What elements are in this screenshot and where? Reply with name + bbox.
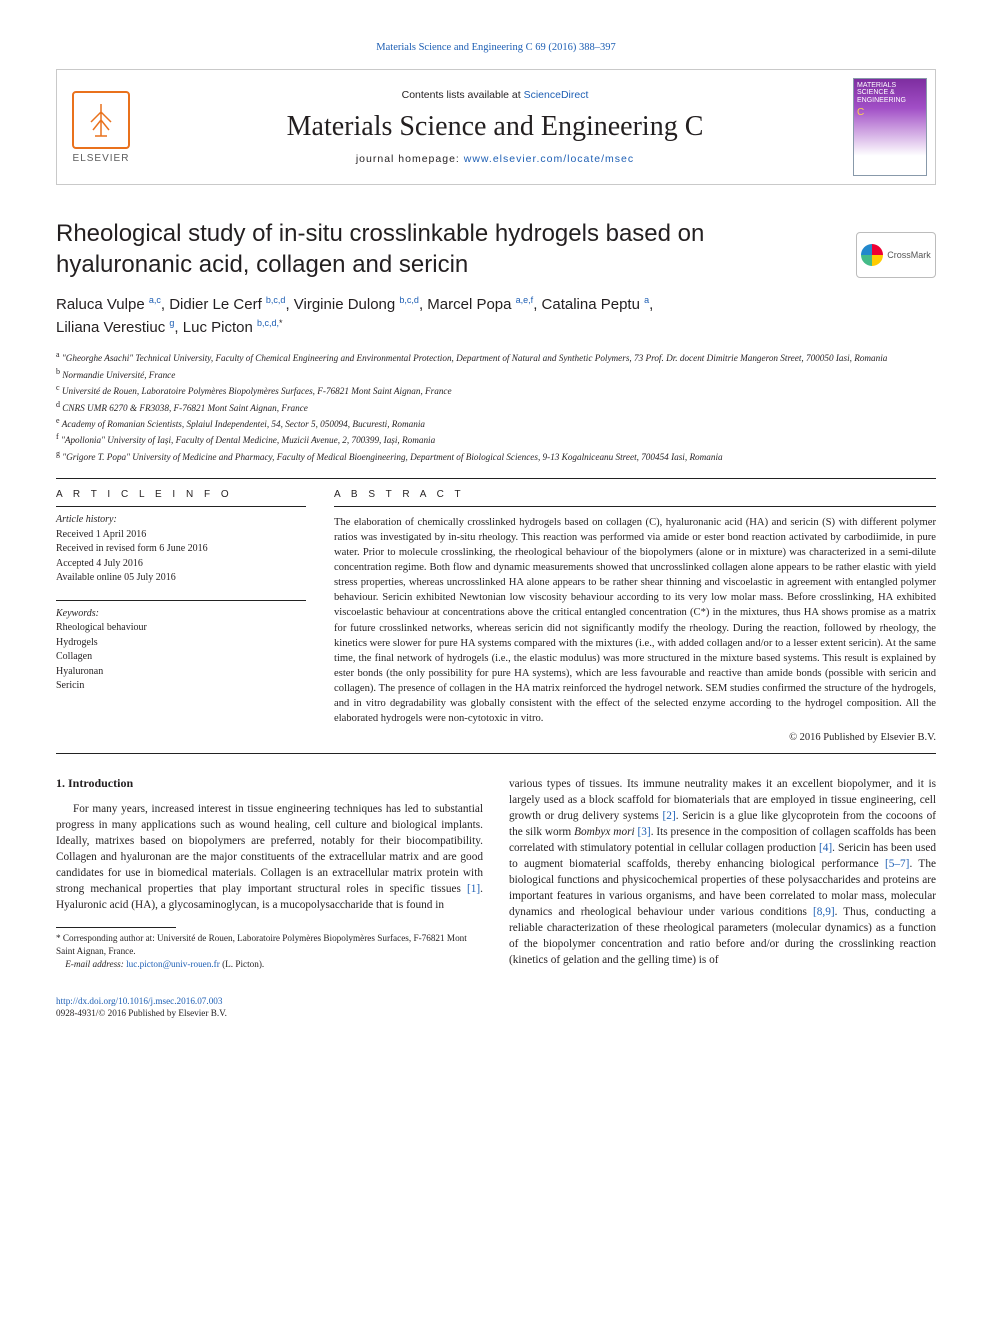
sciencedirect-link[interactable]: ScienceDirect xyxy=(524,89,589,101)
elsevier-tree-icon xyxy=(72,91,130,149)
citation-link[interactable]: [2] xyxy=(663,810,676,822)
citation-link[interactable]: [1] xyxy=(467,883,480,895)
doi-link[interactable]: http://dx.doi.org/10.1016/j.msec.2016.07… xyxy=(56,996,222,1006)
author: Liliana Verestiuc g xyxy=(56,319,174,336)
crossmark-icon xyxy=(861,244,883,266)
citation-link[interactable]: [4] xyxy=(819,842,832,854)
affiliations: a "Gheorghe Asachi" Technical University… xyxy=(56,349,936,464)
citation-link[interactable]: [5–7] xyxy=(885,858,909,870)
author-corresponding: Luc Picton b,c,d,* xyxy=(183,319,283,336)
crossmark-badge[interactable]: CrossMark xyxy=(856,232,936,278)
author: Virginie Dulong b,c,d xyxy=(294,296,419,313)
email-footnote: E-mail address: luc.picton@univ-rouen.fr… xyxy=(56,958,483,971)
journal-cover-thumb: MATERIALS SCIENCE & ENGINEERING C xyxy=(853,78,927,176)
article-title: Rheological study of in-situ crosslinkab… xyxy=(56,219,826,280)
author: Didier Le Cerf b,c,d xyxy=(169,296,285,313)
citation-link[interactable]: Materials Science and Engineering C 69 (… xyxy=(376,42,615,53)
journal-header: ELSEVIER Contents lists available at Sci… xyxy=(56,69,936,185)
section-1-heading: 1. Introduction xyxy=(56,776,483,791)
intro-paragraph-left: For many years, increased interest in ti… xyxy=(56,801,483,913)
publisher-logo: ELSEVIER xyxy=(65,79,137,175)
citation-link[interactable]: [3] xyxy=(638,826,651,838)
abstract-copyright: © 2016 Published by Elsevier B.V. xyxy=(334,732,936,743)
corresponding-email-link[interactable]: luc.picton@univ-rouen.fr xyxy=(126,959,220,969)
article-info-heading: A R T I C L E I N F O xyxy=(56,489,306,500)
doi-block: http://dx.doi.org/10.1016/j.msec.2016.07… xyxy=(56,995,936,1021)
citation-header: Materials Science and Engineering C 69 (… xyxy=(56,42,936,53)
homepage-link[interactable]: www.elsevier.com/locate/msec xyxy=(464,153,634,165)
publisher-name: ELSEVIER xyxy=(73,153,130,164)
intro-paragraph-right: various types of tissues. Its immune neu… xyxy=(509,776,936,968)
author-list: Raluca Vulpe a,c, Didier Le Cerf b,c,d, … xyxy=(56,294,936,339)
author: Marcel Popa a,e,f xyxy=(427,296,533,313)
abstract-heading: A B S T R A C T xyxy=(334,489,936,500)
corresponding-footnote: * Corresponding author at: Université de… xyxy=(56,932,483,958)
author: Raluca Vulpe a,c xyxy=(56,296,161,313)
citation-link[interactable]: [8,9] xyxy=(813,906,835,918)
abstract-text: The elaboration of chemically crosslinke… xyxy=(334,515,936,725)
keywords: Keywords: Rheological behaviour Hydrogel… xyxy=(56,607,306,694)
article-history: Article history: Received 1 April 2016 R… xyxy=(56,513,306,586)
author: Catalina Peptu a xyxy=(542,296,650,313)
journal-homepage: journal homepage: www.elsevier.com/locat… xyxy=(151,153,839,165)
contents-available: Contents lists available at ScienceDirec… xyxy=(151,89,839,101)
journal-title: Materials Science and Engineering C xyxy=(151,111,839,143)
issn-copyright: 0928-4931/© 2016 Published by Elsevier B… xyxy=(56,1007,936,1020)
